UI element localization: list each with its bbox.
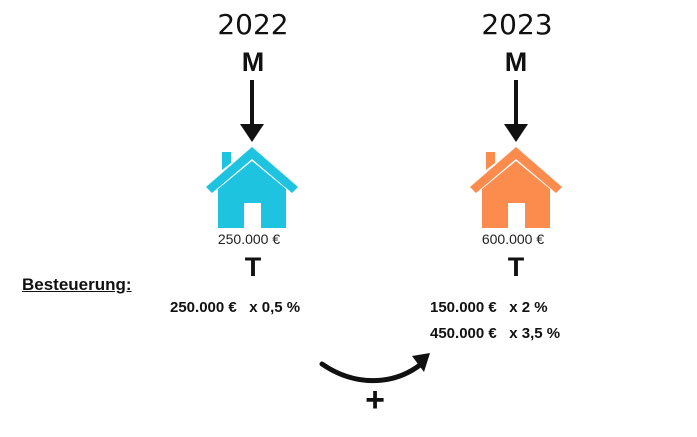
door-shape	[244, 203, 261, 228]
tax-line-2023-b: 450.000 € x 3,5 %	[430, 325, 561, 342]
chimney-shape	[222, 152, 231, 170]
house-icon	[470, 147, 562, 228]
year-2022-label: 2022	[217, 8, 289, 41]
plus-sign: +	[365, 381, 385, 419]
top-letter-2022: M	[241, 47, 265, 77]
door-shape	[508, 203, 525, 228]
wall-shape	[218, 161, 286, 228]
wall-shape	[482, 161, 550, 228]
arrow-down-icon	[240, 80, 264, 142]
year-2023-label: 2023	[481, 8, 553, 41]
arrow-down-icon	[504, 80, 528, 142]
price-2022: 250.000 €	[217, 231, 281, 247]
chimney-shape	[486, 152, 495, 170]
top-letter-2023: M	[504, 47, 528, 77]
bottom-letter-2022: T	[244, 252, 262, 282]
tax-line-2023-a: 150.000 € x 2 %	[430, 299, 548, 316]
house-icon	[206, 147, 298, 228]
tax-line-2022: 250.000 € x 0,5 %	[170, 299, 301, 316]
bottom-letter-2023: T	[507, 252, 525, 282]
price-2023: 600.000 €	[481, 231, 545, 247]
taxation-label: Besteuerung:	[22, 275, 132, 294]
roof-shape	[206, 147, 298, 193]
curved-arrow-icon	[319, 353, 430, 384]
roof-shape	[470, 147, 562, 193]
